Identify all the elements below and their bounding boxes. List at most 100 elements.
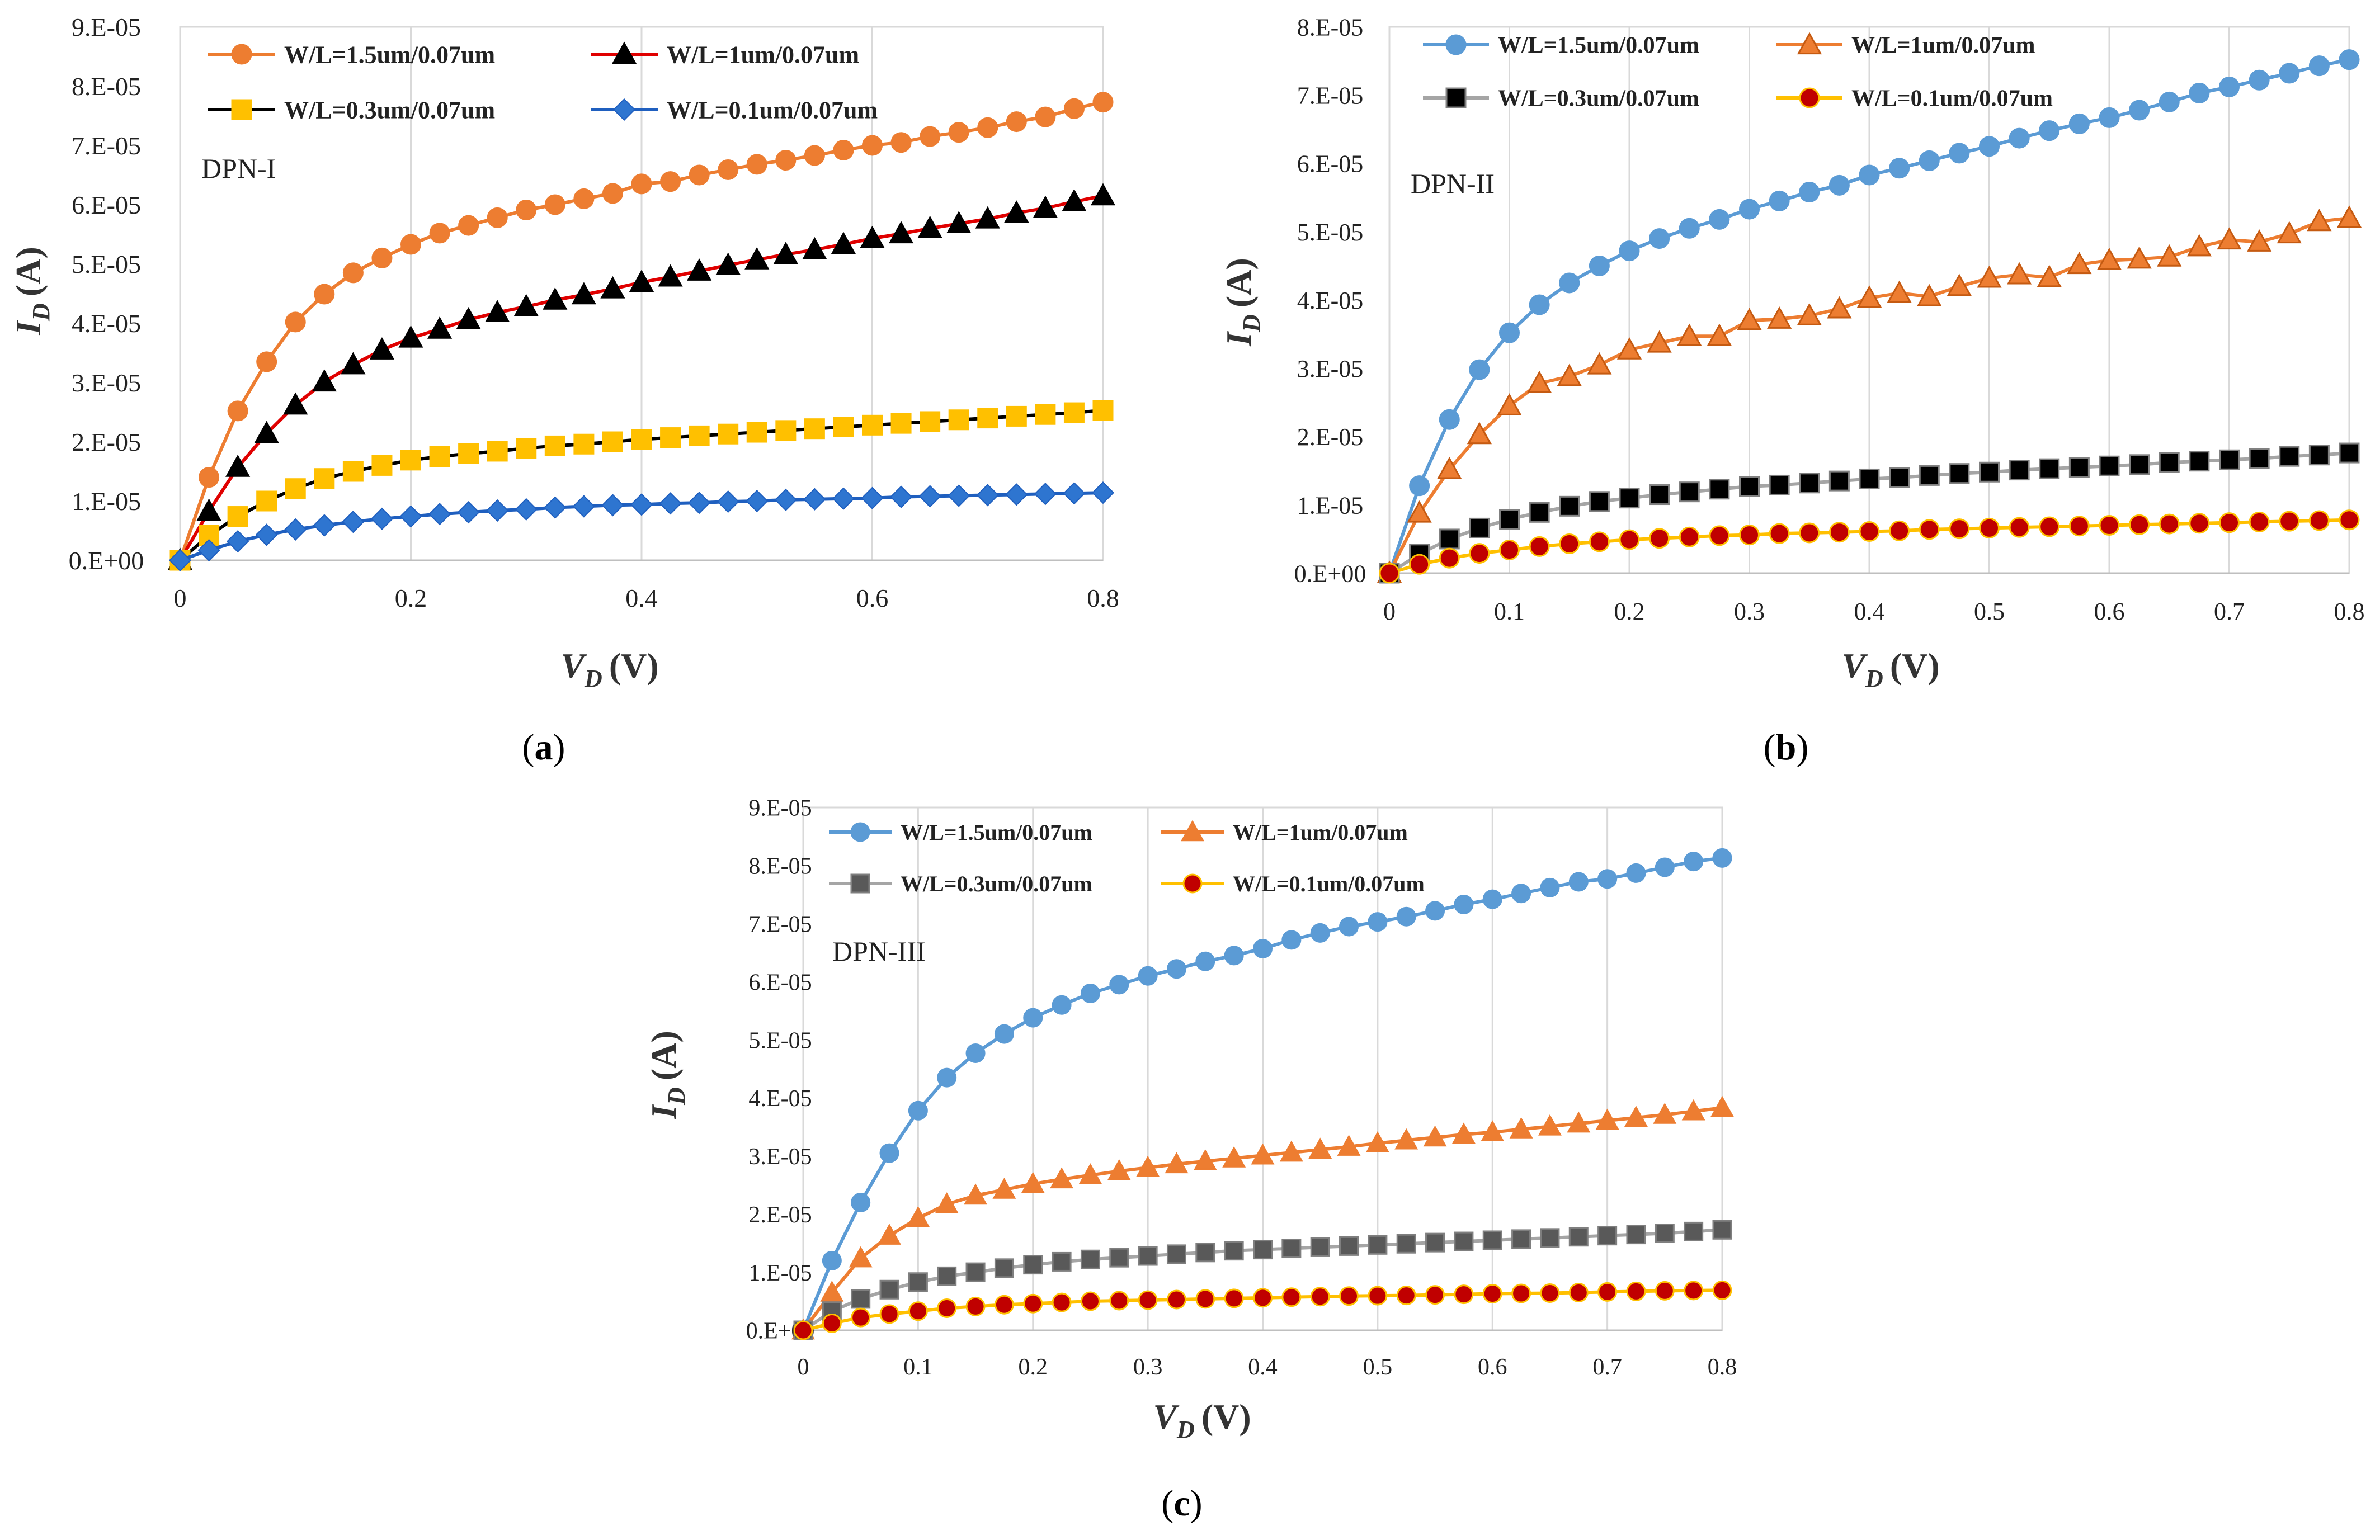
data-point-s2 [342, 461, 364, 482]
data-point-s2 [400, 450, 421, 471]
data-point-s3 [717, 490, 739, 513]
data-point-s2 [256, 490, 277, 512]
data-point-s1 [1917, 284, 1942, 306]
data-point-s1 [1887, 280, 1912, 303]
data-point-s1 [225, 454, 251, 477]
data-point-s2 [2009, 460, 2030, 481]
x-axis-title-var: V [560, 646, 587, 686]
data-point-s3 [1499, 539, 1520, 560]
data-point-s3 [1979, 517, 2000, 538]
data-point-s0 [1619, 240, 1640, 262]
panel-label-close: ) [1796, 727, 1808, 768]
y-tick-label: 8.E-05 [748, 854, 812, 880]
legend-marker [1797, 32, 1822, 55]
data-point-s0 [314, 284, 335, 305]
y-tick-label: 8.E-05 [72, 72, 141, 101]
data-point-s2 [851, 1289, 871, 1309]
data-point-s3 [1409, 554, 1430, 575]
data-point-s2 [1092, 400, 1114, 421]
data-point-s2 [1559, 495, 1580, 517]
data-point-s1 [820, 1280, 844, 1302]
data-point-s3 [1619, 529, 1640, 550]
data-point-s1 [1033, 195, 1058, 218]
data-point-s0 [1597, 869, 1618, 889]
legend-marker [850, 873, 870, 894]
data-point-s3 [2129, 514, 2150, 535]
data-point-s0 [1859, 164, 1880, 186]
y-axis-title-unit: (A) [8, 247, 48, 296]
data-point-s3 [1425, 1285, 1445, 1305]
data-point-s0 [2129, 100, 2150, 121]
panel-a: 0.E+00 1.E-05 2.E-05 3.E-05 4.E-05 5.E-05 6.E-… [8, 13, 1119, 768]
legend-marker [1799, 87, 1820, 108]
data-point-s1 [1279, 1140, 1303, 1162]
data-point-s2 [2159, 452, 2180, 473]
data-point-s3 [572, 495, 595, 518]
data-point-s0 [429, 223, 450, 244]
data-point-s2 [1195, 1243, 1215, 1263]
data-point-s1 [1193, 1149, 1217, 1170]
data-point-s0 [544, 194, 565, 215]
y-tick-label: 7.E-05 [748, 911, 812, 937]
data-point-s0 [746, 154, 767, 175]
data-point-s0 [1709, 209, 1730, 230]
data-point-s3 [976, 484, 999, 507]
data-point-s1 [196, 498, 221, 521]
data-point-s0 [199, 467, 220, 488]
data-point-s0 [1511, 884, 1531, 904]
data-point-s1 [744, 247, 770, 270]
panel-label-open: ( [1161, 1483, 1173, 1524]
data-point-s0 [1649, 228, 1670, 249]
data-point-s2 [458, 443, 479, 464]
data-point-s1 [1557, 363, 1582, 386]
data-point-s1 [917, 215, 942, 238]
y-tick-label: 1.E-05 [1297, 492, 1364, 519]
data-point-s3 [1281, 1287, 1302, 1307]
data-point-s2 [1224, 1241, 1244, 1261]
y-axis-title-unit: (A) [1219, 258, 1259, 308]
y-tick-label: 2.E-05 [72, 428, 141, 456]
data-point-s3 [1091, 481, 1115, 504]
data-point-s1 [398, 325, 423, 348]
data-point-s0 [602, 183, 623, 204]
data-point-s2 [2189, 451, 2210, 472]
data-point-s2 [937, 1266, 957, 1286]
data-point-s1 [571, 282, 596, 305]
data-point-s2 [1454, 1231, 1474, 1251]
data-point-s2 [1712, 1220, 1732, 1240]
data-point-s0 [285, 311, 306, 333]
data-point-s3 [1529, 536, 1550, 557]
x-tick-label: 0.4 [1248, 1354, 1278, 1380]
x-axis-title-sub: D [1176, 1416, 1195, 1443]
legend-label: W/L=1um/0.07um [667, 41, 859, 68]
data-point-s1 [1977, 265, 2002, 288]
y-tick-label: 5.E-05 [748, 1028, 812, 1054]
data-point-s3 [2339, 509, 2360, 531]
data-point-s3 [197, 538, 220, 562]
data-point-s2 [314, 468, 335, 489]
data-point-s3 [1739, 525, 1760, 546]
y-tick-label: 1.E-05 [72, 487, 141, 516]
data-point-s3 [2068, 516, 2090, 537]
data-point-s2 [285, 478, 306, 499]
data-point-s0 [1409, 475, 1430, 497]
data-point-s1 [341, 352, 366, 375]
data-point-s2 [1368, 1235, 1388, 1255]
y-tick-label: 4.E-05 [1297, 287, 1364, 314]
data-point-s1 [1677, 323, 1702, 346]
panel-label-letter: b [1776, 727, 1797, 768]
data-point-s0 [2339, 49, 2360, 70]
data-point-s0 [1529, 294, 1550, 315]
data-point-s0 [1063, 98, 1085, 119]
legend-marker [611, 41, 637, 64]
panel-c: 0.E+001.E-052.E-053.E-054.E-055.E-056.E-… [644, 796, 1737, 1524]
data-point-s2 [1540, 1228, 1560, 1248]
data-point-s0 [994, 1024, 1014, 1044]
data-point-s3 [889, 485, 913, 508]
data-point-s1 [2127, 246, 2152, 269]
y-tick-label: 9.E-05 [748, 796, 812, 821]
data-point-s1 [964, 1183, 988, 1205]
data-point-s1 [888, 221, 914, 244]
data-point-s3 [1339, 1286, 1359, 1306]
data-point-s3 [879, 1304, 899, 1324]
